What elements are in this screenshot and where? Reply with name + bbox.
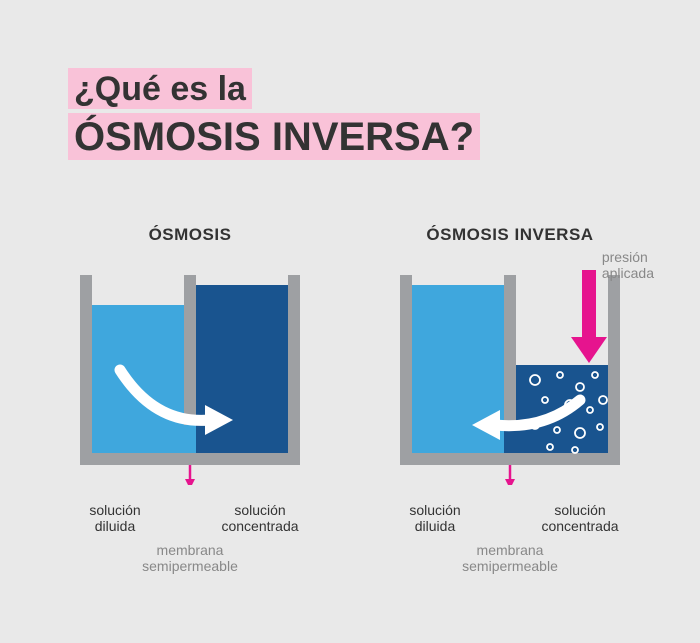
label-solution-diluted-left: solucióndiluida — [65, 502, 165, 534]
tube-svg-right — [385, 255, 635, 490]
label-solution-concentrated-right: soluciónconcentrada — [525, 502, 635, 534]
diagram-title-left: ÓSMOSIS — [149, 225, 232, 245]
label-solution-diluted-right: solucióndiluida — [385, 502, 485, 534]
title-line-1: ¿Qué es la — [68, 68, 252, 109]
label-pressure-applied: presiónaplicada — [602, 249, 654, 281]
label-membrane-left: membranasemipermeable — [65, 542, 315, 574]
label-membrane-right: membranasemipermeable — [385, 542, 635, 574]
title-line-2: ÓSMOSIS INVERSA? — [68, 113, 480, 160]
title-block: ¿Qué es la ÓSMOSIS INVERSA? — [68, 68, 480, 164]
diagram-reverse-osmosis: ÓSMOSIS INVERSA presiónaplicada solución… — [380, 225, 640, 498]
diagram-osmosis: ÓSMOSIS solucióndiluida soluciónconcentr… — [60, 225, 320, 498]
tube-svg-left — [65, 255, 315, 490]
label-solution-concentrated-left: soluciónconcentrada — [205, 502, 315, 534]
diagram-title-right: ÓSMOSIS INVERSA — [426, 225, 593, 245]
diagrams-row: ÓSMOSIS solucióndiluida soluciónconcentr… — [0, 225, 700, 498]
